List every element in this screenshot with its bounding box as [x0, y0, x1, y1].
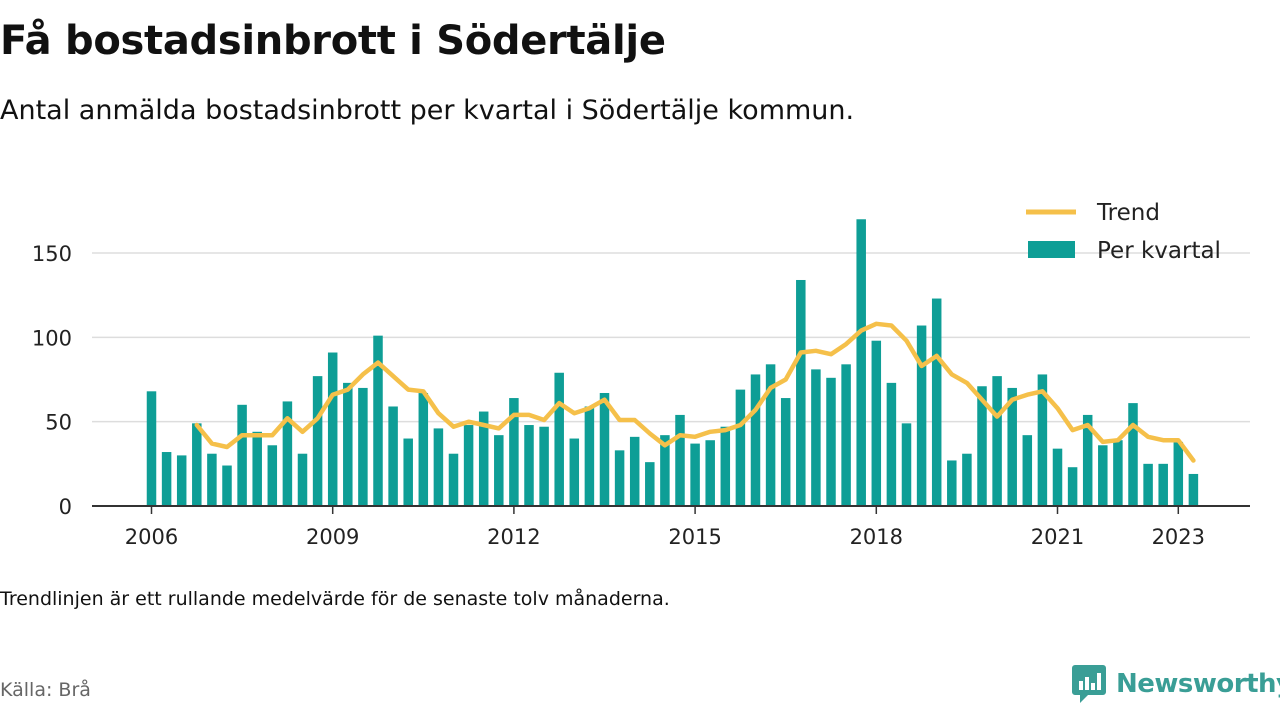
bar — [433, 428, 444, 506]
bar — [524, 425, 534, 506]
x-tick-label: 2021 — [1031, 525, 1084, 549]
bar — [1067, 467, 1078, 506]
bar — [856, 219, 866, 506]
bar — [1173, 441, 1184, 506]
y-tick-label: 0 — [59, 495, 72, 519]
bar — [765, 364, 776, 506]
bar — [886, 382, 897, 506]
bar — [735, 389, 746, 506]
footnote: Trendlinjen är ett rullande medelvärde f… — [0, 588, 670, 610]
bar — [403, 438, 413, 506]
bar — [509, 398, 519, 506]
bar — [418, 392, 429, 506]
bar — [327, 352, 338, 506]
newsworthy-icon — [1072, 665, 1106, 703]
bar — [1158, 463, 1168, 506]
x-tick-label: 2012 — [487, 525, 540, 549]
bar — [584, 406, 595, 506]
bar — [494, 435, 504, 506]
bar — [1128, 403, 1138, 506]
x-axis-ticks: 2006 2009 2012 2015 2018 2021 2023 — [125, 506, 1205, 549]
bar — [267, 445, 278, 506]
bar — [705, 440, 715, 506]
bar — [343, 382, 353, 506]
y-tick-label: 100 — [32, 326, 72, 350]
bar — [478, 411, 489, 506]
bar — [222, 465, 232, 506]
bar — [660, 435, 670, 506]
bar — [297, 453, 308, 506]
bar — [720, 426, 731, 506]
y-axis-ticks: 0 50 100 150 — [32, 242, 72, 519]
bar — [780, 398, 791, 506]
bar — [282, 401, 293, 506]
bar — [237, 404, 247, 506]
x-tick-label: 2018 — [850, 525, 903, 549]
chart-subtitle: Antal anmälda bostadsinbrott per kvartal… — [0, 95, 855, 126]
bar — [1098, 445, 1108, 506]
trend-line — [194, 321, 1196, 463]
bar — [207, 453, 217, 506]
y-tick-label: 50 — [45, 411, 72, 435]
brand-logo: Newsworthy — [1072, 665, 1280, 703]
chart-title: Få bostadsinbrott i Södertälje — [0, 18, 666, 64]
legend: Trend Per kvartal — [1026, 200, 1221, 264]
bar-series — [146, 219, 1199, 506]
bar — [675, 414, 685, 506]
bar — [826, 377, 836, 506]
bar — [992, 376, 1002, 506]
bar — [192, 423, 202, 506]
y-tick-label: 150 — [32, 242, 72, 266]
bar — [569, 438, 580, 506]
bar — [1143, 463, 1153, 506]
bar — [977, 386, 987, 506]
legend-bar-label: Per kvartal — [1097, 238, 1221, 264]
bar — [645, 462, 655, 506]
bar — [750, 374, 761, 506]
bar — [841, 364, 851, 506]
x-tick-label: 2015 — [668, 525, 721, 549]
trend-series — [194, 321, 1196, 463]
bar — [312, 376, 323, 506]
x-tick-label: 2006 — [125, 525, 178, 549]
bar — [1082, 414, 1093, 506]
bar — [1188, 473, 1199, 506]
bar — [614, 450, 625, 506]
bar — [554, 372, 564, 506]
bar — [916, 325, 927, 506]
bar — [1037, 374, 1048, 506]
bar — [252, 431, 262, 506]
bar — [448, 453, 459, 506]
bar — [539, 426, 549, 506]
bar — [947, 460, 957, 506]
legend-trend-label: Trend — [1096, 200, 1160, 226]
bar — [1113, 440, 1123, 506]
bar — [1007, 387, 1017, 506]
source-label: Källa: Brå — [0, 679, 91, 701]
x-tick-label: 2023 — [1152, 525, 1205, 549]
bar — [931, 298, 942, 506]
gridlines — [92, 252, 1250, 423]
x-tick-label: 2009 — [306, 525, 359, 549]
bar — [358, 387, 368, 506]
bar — [599, 392, 610, 506]
chart-svg: 0 50 100 150 2006 2009 2012 2015 2018 2021 2023 T… — [32, 200, 1250, 549]
bar — [901, 423, 912, 506]
brand-name: Newsworthy — [1116, 669, 1280, 699]
legend-bar-swatch — [1028, 241, 1075, 258]
bar — [690, 443, 700, 506]
bar — [388, 406, 398, 506]
bar — [463, 425, 474, 506]
bar — [1052, 448, 1063, 506]
bar — [796, 279, 806, 506]
bar — [962, 453, 972, 506]
bar — [871, 340, 882, 506]
bar — [176, 455, 187, 506]
bar — [161, 452, 172, 506]
bar — [1022, 435, 1033, 506]
bar — [811, 369, 821, 506]
bar — [146, 391, 157, 506]
bar — [629, 436, 640, 506]
bar — [373, 335, 383, 506]
